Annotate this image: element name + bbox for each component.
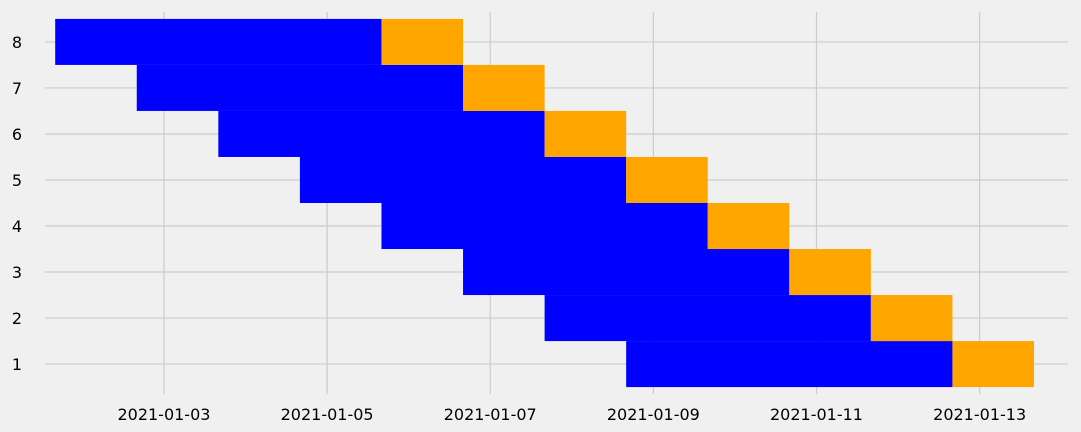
y-tick-label: 5: [12, 171, 22, 190]
y-tick-label: 7: [12, 79, 22, 98]
bar-orange-6: [544, 110, 627, 157]
bar-blue-1: [626, 341, 953, 388]
bar-blue-8: [55, 18, 382, 65]
bar-orange-4: [707, 203, 790, 250]
bar-orange-8: [381, 18, 464, 65]
bar-blue-7: [136, 64, 464, 111]
x-axis-ticks: 2021-01-03 2021-01-05 2021-01-07 2021-01-09…: [117, 405, 1026, 424]
bars-group: [55, 18, 1035, 388]
y-tick-label: 6: [12, 125, 22, 144]
x-tick-label: 2021-01-03: [117, 405, 210, 424]
y-tick-label: 4: [12, 217, 22, 236]
x-tick-label: 2021-01-05: [281, 405, 374, 424]
bar-orange-5: [626, 156, 708, 203]
y-tick-label: 2: [12, 309, 22, 328]
bar-blue-2: [544, 295, 871, 342]
bar-blue-3: [463, 249, 790, 296]
y-tick-label: 8: [12, 33, 22, 52]
x-tick-label: 2021-01-11: [770, 405, 863, 424]
y-axis-ticks: 1 2 3 4 5 6 7 8: [12, 33, 22, 374]
x-tick-label: 2021-01-07: [444, 405, 537, 424]
bar-blue-5: [299, 156, 627, 203]
y-tick-label: 3: [12, 263, 22, 282]
bar-blue-4: [381, 203, 708, 250]
bar-orange-2: [870, 295, 953, 342]
bar-blue-6: [218, 110, 545, 157]
x-tick-label: 2021-01-09: [607, 405, 700, 424]
y-tick-label: 1: [12, 355, 22, 374]
x-tick-label: 2021-01-13: [933, 405, 1026, 424]
bar-orange-7: [463, 64, 545, 111]
bar-orange-3: [789, 249, 871, 296]
bar-orange-1: [952, 341, 1035, 388]
